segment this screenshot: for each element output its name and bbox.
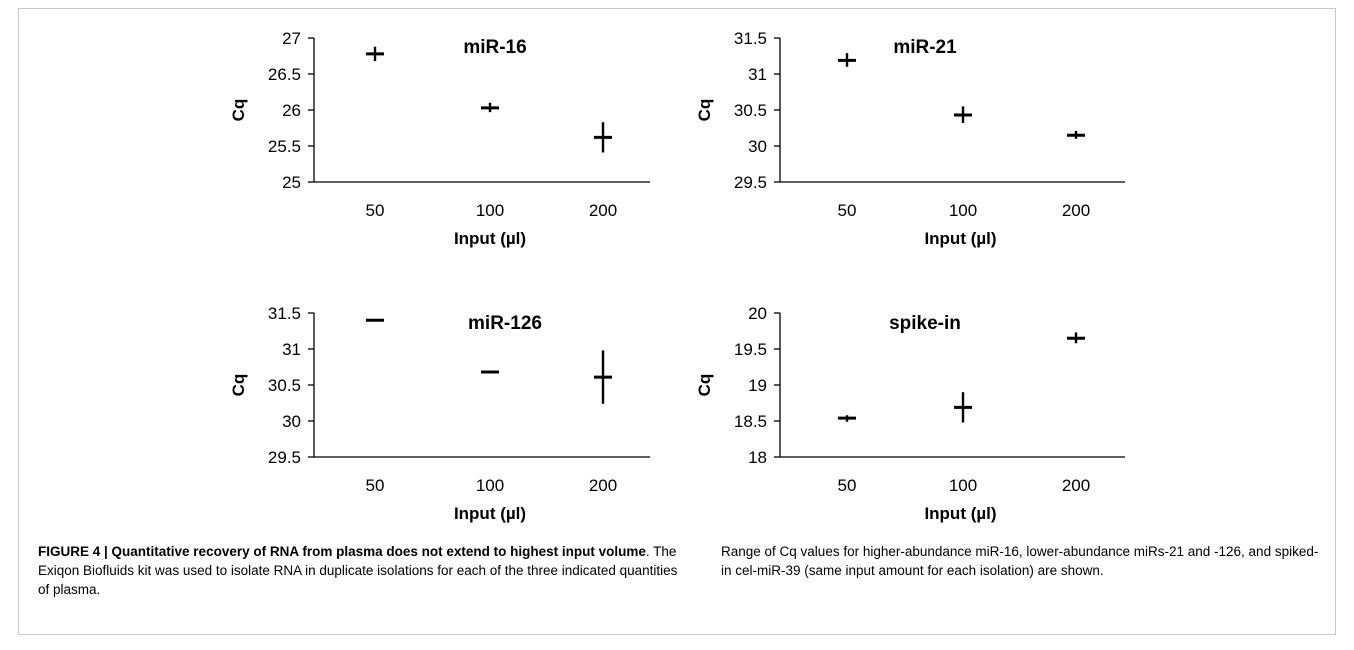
panel-title: miR-21	[893, 37, 957, 58]
x-tick-label: 100	[949, 476, 977, 495]
x-axis-title: Input (µl)	[924, 504, 996, 523]
x-tick-label: 50	[366, 476, 385, 495]
y-tick-label: 27	[282, 29, 301, 48]
x-tick-label: 200	[589, 201, 617, 220]
panel-title: miR-16	[463, 37, 526, 58]
x-axis-title: Input (µl)	[454, 229, 526, 248]
y-tick-label: 25	[282, 173, 301, 192]
x-tick-label: 100	[949, 201, 977, 220]
caption-title: FIGURE 4 | Quantitative recovery of RNA …	[38, 544, 646, 559]
y-tick-label: 19.5	[734, 340, 767, 359]
panel-title: miR-126	[468, 313, 542, 334]
caption-left: FIGURE 4 | Quantitative recovery of RNA …	[38, 542, 678, 599]
y-tick-label: 25.5	[268, 137, 301, 156]
y-tick-label: 26	[282, 101, 301, 120]
y-tick-label: 31.5	[734, 29, 767, 48]
x-tick-label: 200	[589, 476, 617, 495]
y-tick-label: 30.5	[734, 101, 767, 120]
caption-left-text: . The Exiqon Biofluids kit was used to i…	[38, 544, 678, 597]
x-tick-label: 100	[476, 476, 504, 495]
y-axis-title: Cq	[229, 99, 248, 122]
y-axis-title: Cq	[695, 99, 714, 122]
x-tick-label: 200	[1062, 476, 1090, 495]
x-tick-label: 50	[366, 201, 385, 220]
y-tick-label: 30.5	[268, 376, 301, 395]
y-axis-title: Cq	[229, 374, 248, 397]
y-tick-label: 18	[748, 448, 767, 467]
y-tick-label: 30	[748, 137, 767, 156]
y-axis-title: Cq	[695, 374, 714, 397]
x-axis-title: Input (µl)	[924, 229, 996, 248]
y-tick-label: 19	[748, 376, 767, 395]
y-tick-label: 18.5	[734, 412, 767, 431]
figure-panels: 25 25.5 26 26.5 27 50 100 200 Input (µl) Cq miR-16…	[229, 29, 1125, 523]
panel-title: spike-in	[889, 313, 961, 334]
y-tick-label: 29.5	[734, 173, 767, 192]
x-tick-label: 50	[838, 476, 857, 495]
y-tick-label: 31	[748, 65, 767, 84]
figure-frame	[18, 8, 1336, 635]
y-tick-label: 30	[282, 412, 301, 431]
x-axis-title: Input (µl)	[454, 504, 526, 523]
y-tick-label: 29.5	[268, 448, 301, 467]
x-tick-label: 100	[476, 201, 504, 220]
y-tick-label: 31.5	[268, 304, 301, 323]
y-tick-label: 31	[282, 340, 301, 359]
caption-right: Range of Cq values for higher-abundance …	[721, 544, 1319, 578]
x-tick-label: 200	[1062, 201, 1090, 220]
y-tick-label: 26.5	[268, 65, 301, 84]
y-tick-label: 20	[748, 304, 767, 323]
x-tick-label: 50	[838, 201, 857, 220]
